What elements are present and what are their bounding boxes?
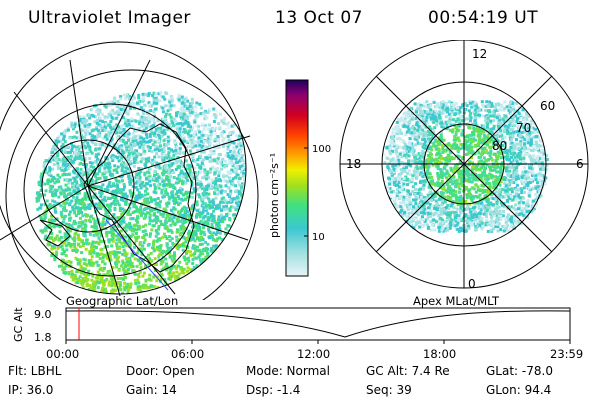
colorbar: 100 10 photon cm⁻²s⁻¹	[268, 79, 331, 277]
timeline-xtick: 00:00	[46, 347, 79, 361]
mlt-label-18: 18	[346, 157, 361, 171]
mlat-mlt-map: 12 6 0 18 60 70 80	[339, 40, 589, 291]
right-map-caption: Apex MLat/MLT	[413, 294, 500, 308]
timeline-ytick-top: 9.0	[34, 308, 52, 321]
gc-altitude-curve	[65, 310, 571, 338]
terminator-line	[105, 219, 169, 291]
altitude-timeline: GC Alt 9.0 1.8 00:00 06:00 12:00 18:00 2…	[12, 307, 583, 361]
map-boundary	[0, 41, 247, 295]
colorbar-gradient	[285, 79, 309, 277]
gain-info: Gain: 14	[126, 383, 177, 397]
gc-alt-info: GC Alt: 7.4 Re	[366, 364, 450, 378]
timeline-frame	[65, 307, 571, 341]
instrument-title: Ultraviolet Imager	[28, 8, 191, 28]
mode-info: Mode: Normal	[246, 364, 330, 378]
seq-info: Seq: 39	[366, 383, 412, 397]
aurora-emission-right	[383, 100, 549, 233]
coastline	[83, 123, 195, 273]
colorbar-tick-100: 100	[312, 144, 331, 155]
mlt-label-12: 12	[472, 47, 487, 61]
mlt-label-6: 6	[576, 157, 584, 171]
lat-label-60: 60	[540, 99, 555, 113]
aurora-emission-left	[35, 91, 246, 294]
polar-grid	[339, 40, 589, 289]
timeline-ylabel: GC Alt	[12, 307, 25, 342]
colorbar-unit-label: photon cm⁻²s⁻¹	[268, 153, 281, 238]
geographic-map	[0, 41, 259, 300]
lat-label-80: 80	[492, 139, 507, 153]
ip-info: IP: 36.0	[8, 383, 54, 397]
timeline-xtick: 18:00	[423, 347, 456, 361]
graticule	[0, 59, 259, 300]
colorbar-tick-10: 10	[312, 232, 325, 243]
dsp-info: Dsp: -1.4	[246, 383, 301, 397]
timeline-ytick-bottom: 1.8	[34, 331, 52, 344]
timeline-xtick: 06:00	[171, 347, 204, 361]
mlt-label-0: 0	[468, 277, 476, 291]
door-info: Door: Open	[126, 364, 195, 378]
glat-info: GLat: -78.0	[486, 364, 553, 378]
glon-info: GLon: 94.4	[486, 383, 552, 397]
filter-info: Flt: LBHL	[8, 364, 62, 378]
time-label: 00:54:19 UT	[428, 8, 539, 28]
date-label: 13 Oct 07	[275, 8, 363, 28]
timeline-xtick: 12:00	[297, 347, 330, 361]
timeline-xtick: 23:59	[550, 347, 583, 361]
lat-label-70: 70	[516, 121, 531, 135]
left-map-caption: Geographic Lat/Lon	[66, 294, 179, 308]
